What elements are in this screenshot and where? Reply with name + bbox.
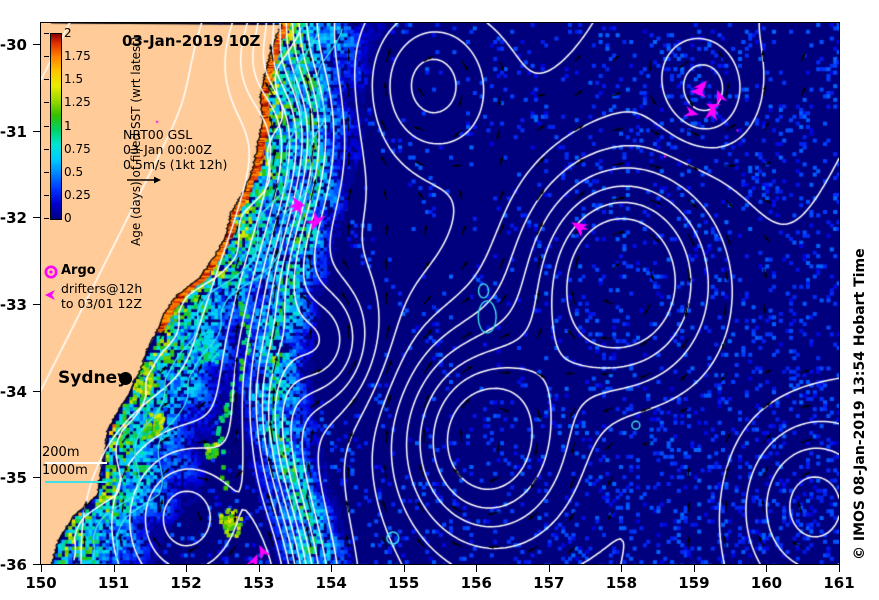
- colorbar-tick-label: 1.75: [64, 49, 91, 64]
- colorbar-tick-label: 0.75: [64, 141, 91, 156]
- y-axis-tick: [33, 130, 41, 132]
- x-axis-tick-label: 158: [605, 574, 638, 592]
- x-axis-tick: [476, 564, 478, 572]
- x-axis-tick: [403, 564, 405, 572]
- colorbar-tick-label: 2: [64, 26, 72, 40]
- isobath-1000m-label: 1000m: [42, 463, 88, 478]
- y-axis-tick-label: -33: [0, 295, 27, 314]
- current-info-block: NRT00 GSL 03-Jan 00:00Z 0.5m/s (1kt 12h): [123, 127, 227, 172]
- colorbar-tick: [44, 218, 49, 219]
- x-axis-tick-label: 151: [97, 574, 130, 592]
- map-plot-area[interactable]: Age (days) of filled SST (wrt latest) 03…: [40, 22, 840, 565]
- colorbar-tick-label: 0: [64, 211, 72, 225]
- x-axis-tick-label: 155: [388, 574, 420, 592]
- x-axis-tick: [548, 564, 550, 572]
- y-axis-tick: [33, 477, 41, 479]
- x-axis-tick: [839, 564, 840, 572]
- colorbar-tick-label: 0.5: [64, 164, 84, 179]
- colorbar-tick-label: 1.5: [64, 72, 84, 87]
- colorbar-tick: [44, 125, 49, 127]
- x-axis-tick-label: 156: [460, 574, 492, 592]
- current-product-label: NRT00 GSL: [123, 127, 193, 142]
- x-axis-tick: [766, 564, 768, 572]
- colorbar-tick: [44, 171, 49, 173]
- x-axis-tick: [621, 564, 623, 572]
- current-speed-label: 0.5m/s (1kt 12h): [123, 157, 228, 172]
- colorbar-tick-label: 1.25: [64, 95, 91, 110]
- y-axis-tick-label: -36: [0, 556, 27, 574]
- y-axis-tick: [33, 217, 41, 219]
- current-time-label: 03-Jan 00:00Z: [123, 142, 212, 157]
- argo-legend-label: Argo: [61, 263, 96, 278]
- city-label-sydney: Sydney: [58, 368, 129, 388]
- drifters-legend-line1: drifters@12h: [61, 281, 143, 296]
- drifter-arrow-marker-icon: [45, 290, 55, 300]
- x-axis-tick-label: 150: [25, 574, 57, 592]
- colorbar-tick-label: 0.25: [64, 187, 91, 202]
- colorbar-tick: [44, 79, 49, 81]
- x-axis-tick-label: 152: [170, 574, 202, 592]
- y-axis-tick-label: -34: [0, 382, 27, 401]
- colorbar-tick-label: 1: [64, 118, 72, 133]
- x-axis-tick-label: 157: [533, 574, 565, 592]
- x-axis-tick-label: 160: [750, 574, 783, 592]
- drifters-legend-line2: to 03/01 12Z: [61, 296, 142, 311]
- colorbar-tick: [44, 56, 49, 58]
- right-arrow-icon: [127, 176, 161, 184]
- isobath-1000m-swatch: [45, 481, 107, 483]
- x-axis-tick: [331, 564, 333, 572]
- colorbar-tick: [44, 102, 49, 104]
- colorbar-tick: [44, 194, 49, 196]
- x-axis-tick: [41, 564, 42, 572]
- map-title: 03-Jan-2019 10Z: [122, 32, 261, 50]
- y-axis-tick-label: -31: [0, 122, 27, 141]
- x-axis-tick: [113, 564, 115, 572]
- y-axis-tick-label: -35: [0, 469, 27, 488]
- x-axis-tick-label: 161: [823, 574, 855, 592]
- y-axis-tick-label: -32: [0, 209, 27, 228]
- x-axis-tick-label: 159: [678, 574, 710, 592]
- colorbar-tick: [44, 148, 49, 150]
- y-axis-tick: [33, 564, 41, 565]
- x-axis-tick: [693, 564, 695, 572]
- argo-float-marker-icon: [44, 265, 58, 279]
- isobath-200m-label: 200m: [42, 445, 80, 460]
- drifters-legend-block: drifters@12h to 03/01 12Z: [61, 281, 142, 311]
- y-axis-tick: [33, 303, 41, 305]
- x-axis-tick-label: 154: [315, 574, 347, 592]
- y-axis-tick-label: -30: [0, 35, 27, 54]
- streamline-overlay-layer: [41, 23, 839, 564]
- x-axis-tick: [258, 564, 260, 572]
- y-axis-tick: [33, 390, 41, 392]
- city-marker-sydney: [119, 372, 132, 385]
- x-axis-tick: [186, 564, 188, 572]
- colorbar-tick: [44, 33, 49, 34]
- x-axis-tick-label: 153: [242, 574, 275, 592]
- copyright-notice: © IMOS 08-Jan-2019 13:54 Hobart Time: [852, 248, 868, 560]
- sst-age-colorbar[interactable]: [50, 33, 62, 220]
- y-axis-tick: [33, 43, 41, 45]
- isobath-200m-swatch: [45, 462, 107, 464]
